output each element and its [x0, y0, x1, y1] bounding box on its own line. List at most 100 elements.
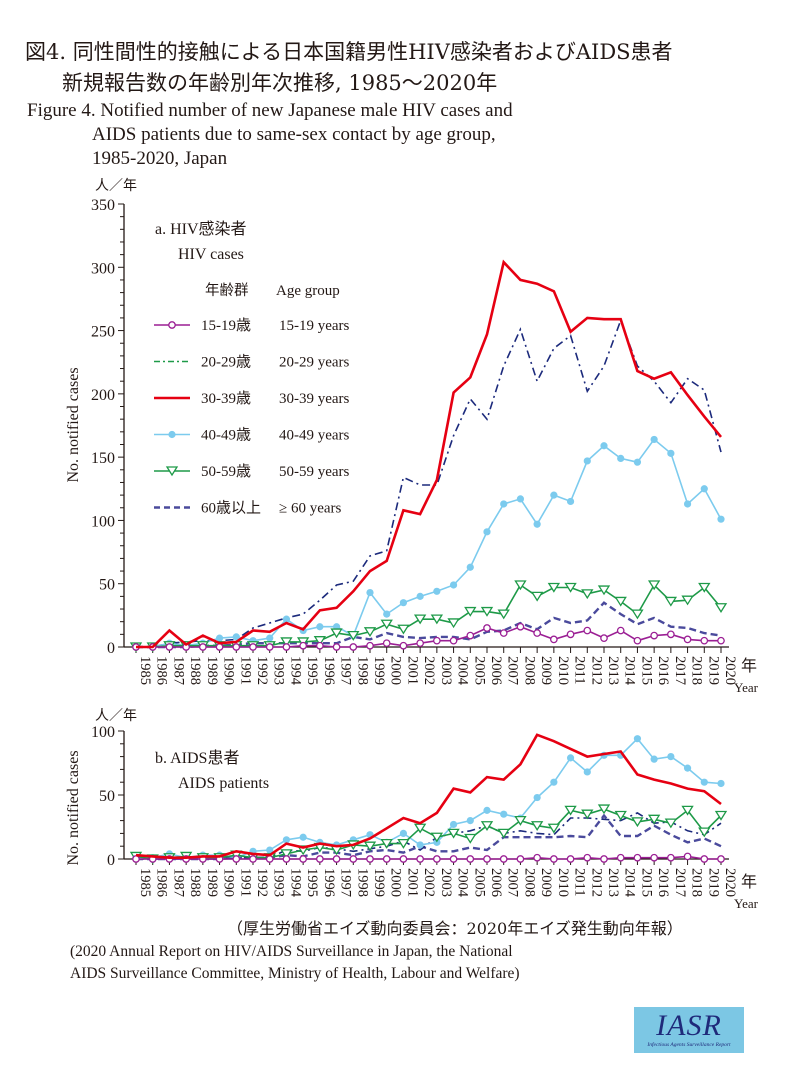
- hiv-series-30-39: [136, 259, 723, 649]
- hiv-point-15-19: [600, 634, 608, 642]
- aids-x-tick-label: 1994: [287, 868, 303, 898]
- hiv-point-15-19: [299, 641, 307, 650]
- legend-item-30-39: 30-39歳 30-39 years: [154, 390, 350, 407]
- aids-point-50-59: [397, 838, 410, 849]
- legend-label-jp: 20-29歳: [201, 354, 251, 371]
- aids-point-40-49: [399, 829, 408, 838]
- hiv-y-tick-label: 250: [91, 324, 115, 341]
- aids-point-15-19: [132, 855, 140, 863]
- hiv-point-40-49: [383, 610, 391, 618]
- hiv-point-40-49: [600, 442, 608, 450]
- hiv-y-tick-label: 100: [91, 513, 115, 530]
- source-jp: （厚生労働省エイズ動向委員会：2020年エイズ発生動向年報）: [227, 919, 683, 938]
- hiv-point-40-49: [449, 581, 458, 589]
- aids-x-tick-label: 2014: [622, 868, 638, 898]
- hiv-y-tick-label: 0: [107, 640, 115, 657]
- legend-label-jp: 50-59歳: [201, 463, 251, 480]
- hiv-point-50-59: [631, 609, 644, 620]
- hiv-point-40-49: [483, 528, 491, 536]
- aids-point-40-49: [266, 846, 274, 854]
- figure-title-en-line2: AIDS patients due to same-sex contact by…: [92, 124, 496, 145]
- aids-point-15-19: [282, 855, 291, 863]
- legend: 15-19歳 15-19 years 20-29歳 20-29 years 30-39歳…: [154, 317, 350, 517]
- hiv-x-tick-label: 2019: [705, 656, 721, 685]
- hiv-point-40-49: [516, 495, 525, 503]
- hiv-x-tick-label: 2012: [588, 656, 604, 685]
- aids-point-40-49: [282, 836, 291, 844]
- hiv-point-50-59: [380, 619, 393, 630]
- hiv-y-tick-label: 150: [91, 450, 115, 467]
- hiv-point-40-49: [416, 592, 424, 600]
- aids-point-50-59: [530, 821, 544, 831]
- hiv-x-tick-label: 2018: [689, 656, 705, 685]
- legend-marker-50-59: [165, 466, 179, 477]
- aids-point-50-59: [497, 828, 510, 839]
- hiv-point-50-59: [581, 589, 594, 600]
- hiv-x-tick-label: 1992: [254, 656, 270, 685]
- aids-point-50-59: [581, 809, 594, 820]
- hiv-x-tick-label: 1990: [221, 656, 237, 685]
- aids-x-tick-label: 2016: [655, 868, 671, 897]
- hiv-x-tick-label: 2011: [572, 656, 588, 684]
- hiv-point-15-19: [366, 641, 374, 650]
- hiv-point-15-19: [332, 643, 341, 651]
- legend-item-50-59: 50-59歳 50-59 years: [154, 463, 350, 480]
- hiv-point-50-59: [597, 585, 611, 596]
- hiv-point-50-59: [698, 582, 711, 593]
- hiv-point-40-49: [667, 449, 675, 457]
- aids-point-15-19: [332, 855, 341, 863]
- legend-marker-15-19: [168, 321, 176, 329]
- hiv-x-tick-label: 2009: [538, 656, 554, 685]
- aids-point-50-59: [430, 832, 444, 843]
- hiv-point-50-59: [614, 596, 627, 607]
- aids-x-tick-label: 2006: [488, 868, 504, 897]
- hiv-point-40-49: [700, 485, 708, 493]
- aids-point-15-19: [650, 853, 658, 862]
- figure-title-en-line1: Figure 4. Notified number of new Japanes…: [27, 100, 513, 121]
- hiv-point-15-19: [249, 643, 257, 651]
- iasr-logo: IASR Infectious Agents Surveillance Repo…: [634, 1007, 744, 1053]
- aids-point-15-19: [683, 852, 692, 861]
- aids-point-50-59: [681, 805, 694, 816]
- aids-point-15-19: [232, 855, 241, 863]
- aids-point-15-19: [433, 855, 441, 863]
- aids-x-tick-label: 2019: [705, 868, 721, 897]
- hiv-point-50-59: [347, 630, 360, 641]
- hiv-point-50-59: [313, 636, 327, 646]
- aids-point-15-19: [550, 855, 558, 863]
- aids-x-tick-label: 1986: [154, 868, 170, 897]
- hiv-x-tick-label: 2010: [555, 656, 571, 685]
- aids-x-tick-label: 2000: [388, 868, 404, 897]
- aids-point-40-49: [683, 764, 692, 772]
- hiv-series-60plus: [136, 601, 722, 649]
- hiv-point-40-49: [617, 454, 625, 463]
- aids-x-tick-label: 2009: [538, 868, 554, 897]
- aids-x-tick-label: 2015: [638, 868, 654, 897]
- aids-x-tick-label: 1996: [321, 868, 337, 897]
- hiv-point-15-19: [282, 643, 291, 651]
- hiv-point-15-19: [449, 636, 458, 645]
- aids-point-40-49: [566, 754, 575, 762]
- hiv-line-30-39: [136, 259, 723, 649]
- hiv-point-15-19: [382, 639, 391, 648]
- iasr-logo-text: IASR: [656, 1009, 722, 1042]
- aids-point-50-59: [698, 827, 711, 838]
- hiv-point-15-19: [650, 631, 658, 640]
- hiv-point-40-49: [466, 563, 474, 571]
- aids-point-50-59: [664, 818, 678, 829]
- hiv-point-15-19: [316, 641, 324, 650]
- hiv-point-15-19: [633, 636, 642, 645]
- hiv-point-50-59: [413, 614, 427, 625]
- aids-point-15-19: [583, 853, 592, 862]
- legend-label-en: 40-49 years: [279, 428, 350, 444]
- aids-point-15-19: [566, 855, 575, 863]
- hiv-point-50-59: [480, 606, 494, 617]
- hiv-point-15-19: [215, 643, 224, 651]
- hiv-point-40-49: [717, 515, 725, 523]
- aids-x-tick-label: 2018: [689, 868, 705, 897]
- panel-a-title-en: HIV cases: [178, 246, 244, 263]
- aids-x-tick-label: 1995: [304, 868, 320, 897]
- aids-x-tick-label: 2012: [588, 868, 604, 897]
- aids-y-tick-label: 0: [107, 852, 115, 869]
- aids-x-tick-label: 1993: [271, 868, 287, 897]
